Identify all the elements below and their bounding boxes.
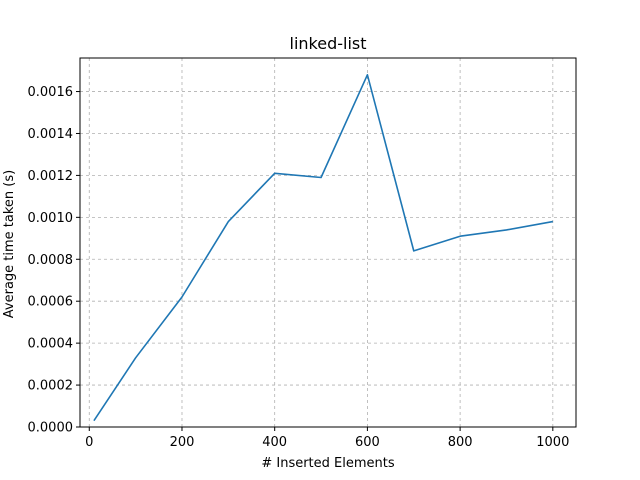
x-axis-label: # Inserted Elements: [261, 456, 395, 471]
ticks: 0 200 400 600 800 1000 0.0000 0.0002 0.0004 0.000…: [28, 85, 570, 450]
x-tick-label: 1000: [536, 435, 569, 450]
y-tick-label: 0.0016: [28, 85, 74, 100]
y-tick-label: 0.0008: [28, 253, 74, 268]
chart-title: linked-list: [290, 34, 367, 53]
x-tick-label: 800: [448, 435, 473, 450]
y-tick-label: 0.0010: [28, 211, 74, 226]
x-tick-label: 200: [170, 435, 195, 450]
y-axis-label: Average time taken (s): [2, 170, 17, 318]
y-tick-label: 0.0014: [28, 127, 74, 142]
x-tick-label: 0: [85, 435, 93, 450]
y-tick-label: 0.0002: [28, 379, 74, 394]
series-line: [93, 73, 553, 422]
grid: [80, 58, 576, 428]
y-tick-label: 0.0012: [28, 169, 74, 184]
x-tick-label: 400: [262, 435, 287, 450]
plot-frame: [79, 57, 577, 428]
series-layer: [93, 73, 553, 422]
y-tick-label: 0.0006: [28, 295, 74, 310]
x-tick-label: 600: [355, 435, 380, 450]
y-tick-label: 0.0000: [28, 421, 74, 436]
y-tick-label: 0.0004: [28, 337, 74, 352]
